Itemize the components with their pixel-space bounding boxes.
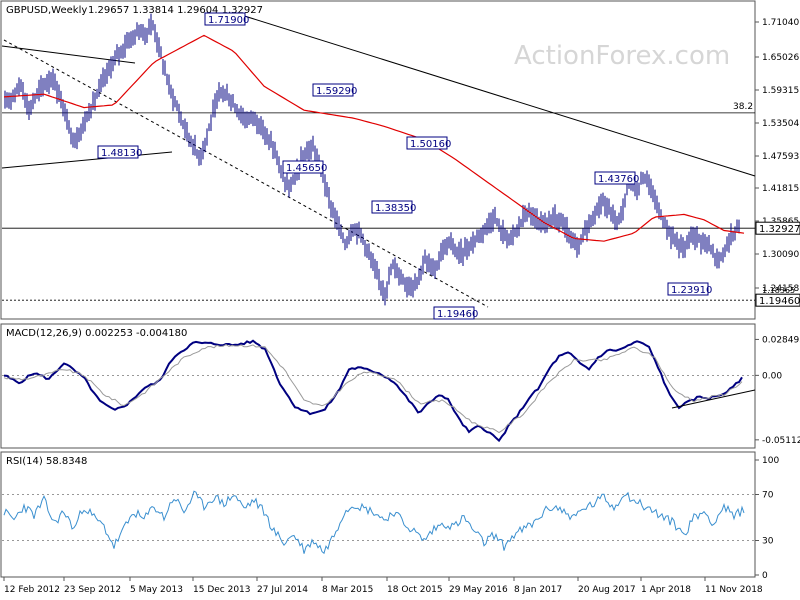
- x-axis-label: 5 May 2013: [130, 585, 183, 595]
- price-annotation-label: 1.19460: [437, 309, 478, 320]
- low-price-tag: 1.19460: [759, 296, 800, 307]
- x-axis-label: 15 Dec 2013: [193, 585, 251, 595]
- price-annotation-label: 1.45650: [286, 163, 327, 174]
- price-axis-label: 1.30090: [762, 250, 799, 260]
- price-bars: [4, 13, 740, 306]
- signal-line: [3, 344, 743, 434]
- price-annotation-box: [406, 136, 448, 150]
- price-annotation-box: [433, 306, 475, 320]
- rsi-panel-frame: [0, 451, 756, 578]
- chart-ohlc: 1.29657 1.33814 1.29604 1.32927: [88, 5, 263, 16]
- price-annotation-box: [667, 282, 709, 296]
- rsi-axis-label: 70: [762, 491, 774, 501]
- price-panel-frame: [0, 0, 756, 320]
- macd-line: [3, 339, 743, 443]
- price-annotation-label: 1.48130: [101, 148, 142, 159]
- price-axis-label: 1.41815: [762, 184, 799, 194]
- current-price-tag-box: [755, 221, 800, 235]
- x-axis-label: 11 Nov 2018: [705, 585, 763, 595]
- price-annotation-box: [204, 12, 246, 26]
- x-axis-label: 27 Jul 2014: [257, 585, 308, 595]
- rsi-axis-label: 30: [762, 537, 774, 547]
- watermark: ActionForex.com: [514, 41, 730, 71]
- rsi-axis: 100 70 30 0: [2, 456, 779, 581]
- trendline-dashed: [3, 39, 489, 308]
- rsi-axis-label: 100: [762, 456, 779, 466]
- ema-line-path: [3, 34, 745, 242]
- macd-lines: [3, 339, 756, 443]
- price-annotation-label: 1.59290: [316, 86, 357, 97]
- x-axis-label: 1 Apr 2018: [641, 585, 691, 595]
- x-axis: 12 Feb 2012 23 Sep 2012 5 May 2013 15 Dec 2…: [3, 577, 763, 595]
- x-axis-label: 29 May 2016: [449, 585, 508, 595]
- macd-axis-label: 0.00: [762, 371, 782, 381]
- x-axis-label: 8 Jan 2017: [514, 585, 562, 595]
- price-annotation-box: [312, 83, 354, 97]
- price-axis-label: 1.47593: [762, 152, 799, 162]
- trendlines: 38.2: [1, 13, 756, 308]
- ema-line: [3, 34, 745, 242]
- price-annotation-label: 1.43760: [598, 174, 639, 185]
- rsi-line: [3, 490, 745, 555]
- macd-axis-label: -0.051125: [762, 436, 800, 446]
- x-axis-label: 12 Feb 2012: [4, 585, 60, 595]
- price-axis-label: 1.59315: [762, 86, 799, 96]
- price-axis-label: 1.65026: [762, 53, 799, 63]
- rsi-lines: [3, 490, 745, 555]
- macd-trendline: [671, 389, 756, 409]
- price-axis-label: 1.24158: [762, 284, 799, 294]
- rsi-axis-label: 0: [762, 571, 768, 581]
- x-axis-label: 23 Sep 2012: [64, 585, 121, 595]
- rsi-label: RSI(14) 58.8348: [6, 456, 87, 467]
- price-annotations: 1.71900 1.59290 1.48130 1.45650 1.50160 1.383…: [97, 12, 712, 320]
- low-price-tag-small: 1.18365: [762, 286, 795, 295]
- low-price-tag-box: [755, 293, 800, 307]
- macd-axis-label: 0.028495: [762, 335, 800, 345]
- price-annotation-box: [371, 200, 413, 214]
- price-annotation-box: [97, 145, 139, 159]
- trendline: [237, 13, 756, 177]
- price-annotation-box: [594, 171, 636, 185]
- price-annotation-box: [282, 160, 324, 174]
- price-annotation-label: 1.38350: [375, 203, 416, 214]
- fib-level-label: 38.2: [733, 102, 753, 112]
- current-price-tag: 1.32927: [759, 224, 800, 235]
- macd-panel-frame: [0, 323, 756, 449]
- price-annotation-label: 1.50160: [410, 139, 451, 150]
- price-annotation-label: 1.23910: [671, 285, 712, 296]
- price-axis-label: 1.53504: [762, 119, 799, 129]
- x-axis-label: 20 Aug 2017: [578, 585, 636, 595]
- x-axis-label: 8 Mar 2015: [322, 585, 373, 595]
- price-axis-label: 1.71040: [762, 18, 799, 28]
- price-axis: 1.71040 1.65026 1.59315 1.53504 1.47593 1.418…: [755, 18, 799, 294]
- price-annotation-label: 1.71900: [208, 15, 249, 26]
- macd-label: MACD(12,26,9) 0.002253 -0.004180: [6, 328, 187, 339]
- trendline: [1, 151, 173, 169]
- x-axis-label: 18 Oct 2015: [387, 585, 443, 595]
- chart-symbol: GBPUSD,Weekly: [6, 5, 87, 16]
